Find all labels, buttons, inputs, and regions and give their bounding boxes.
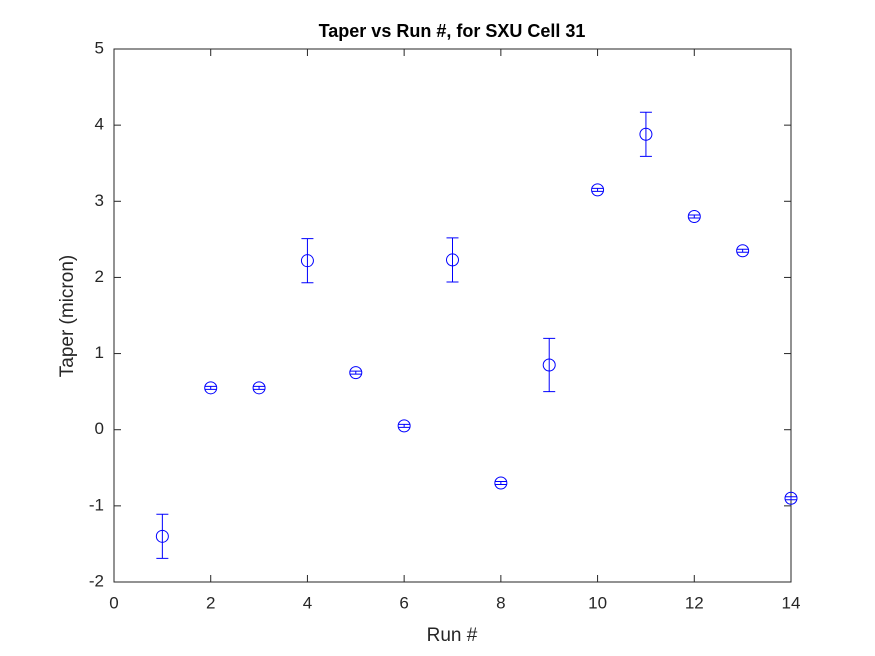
data-point xyxy=(784,491,798,505)
chart-title: Taper vs Run #, for SXU Cell 31 xyxy=(319,21,586,41)
data-point xyxy=(494,476,508,490)
x-tick-label: 2 xyxy=(206,593,215,612)
data-point xyxy=(446,253,459,267)
error-bar xyxy=(204,385,217,390)
x-tick-label: 8 xyxy=(496,593,505,612)
y-tick-label: 1 xyxy=(95,343,104,362)
error-bar xyxy=(688,214,701,219)
error-bar xyxy=(591,187,604,192)
error-bar xyxy=(398,423,411,428)
y-tick-label: 3 xyxy=(95,191,104,210)
error-bar xyxy=(253,385,266,390)
y-axis-label: Taper (micron) xyxy=(57,255,78,377)
x-tick-label: 6 xyxy=(399,593,408,612)
data-point xyxy=(591,183,605,197)
data-point xyxy=(736,244,750,258)
data-point xyxy=(300,254,314,268)
y-tick-label: -1 xyxy=(89,495,104,514)
y-tick-label: 4 xyxy=(95,115,104,134)
error-bar xyxy=(543,337,556,393)
data-point xyxy=(204,381,218,395)
error-bar xyxy=(349,370,362,375)
y-tick-label: 0 xyxy=(95,419,104,438)
data-point xyxy=(349,366,363,380)
data-point xyxy=(155,529,169,543)
error-bar xyxy=(736,248,749,253)
x-tick-label: 14 xyxy=(782,593,801,612)
error-bar xyxy=(639,111,652,157)
y-tick-label: -2 xyxy=(89,571,104,590)
data-point xyxy=(687,210,701,224)
error-bar xyxy=(156,513,169,559)
error-bar xyxy=(785,496,797,501)
error-bar xyxy=(494,480,507,486)
data-point xyxy=(397,419,411,433)
x-tick-label: 10 xyxy=(588,593,607,612)
y-tick-label: 2 xyxy=(95,267,104,286)
x-tick-label: 12 xyxy=(685,593,704,612)
data-point xyxy=(639,127,653,141)
x-axis-label: Run # xyxy=(427,625,478,646)
axes-box xyxy=(113,48,792,583)
data-point xyxy=(252,381,266,395)
x-tick-label: 4 xyxy=(303,593,312,612)
error-bar xyxy=(301,238,314,284)
x-tick-label: 0 xyxy=(109,593,118,612)
data-point xyxy=(542,358,556,372)
error-bar xyxy=(446,237,459,283)
y-tick-label: 5 xyxy=(95,38,104,57)
